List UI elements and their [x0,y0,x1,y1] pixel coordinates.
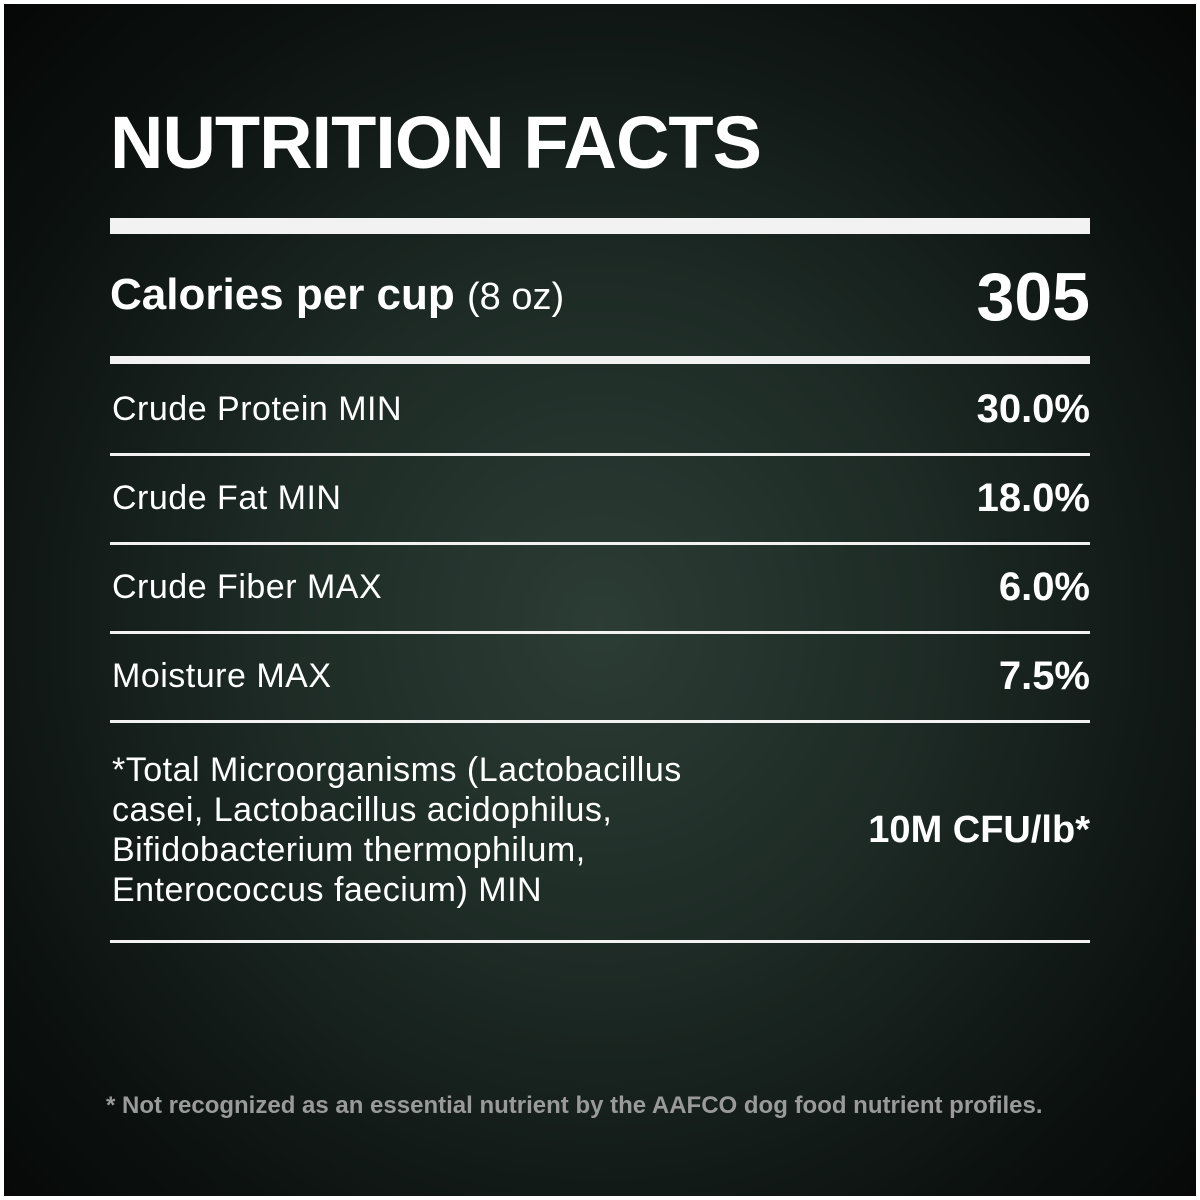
row-rule [110,720,1090,723]
row-label: Moisture MAX [112,656,332,695]
medium-rule [110,356,1090,364]
row-rule [110,453,1090,456]
row-label: *Total Microorganisms (Lactobacillus [112,751,682,789]
row-value: 10M CFU/lb* [868,809,1090,851]
title: NUTRITION FACTS [110,101,762,184]
thick-rule [110,218,1090,234]
calories-unit: (8 oz) [467,276,565,318]
calories-text: Calories per cup [110,270,455,319]
footnote: * Not recognized as an essential nutrien… [106,1092,1043,1119]
calories-value: 305 [976,259,1090,335]
row-value: 6.0% [998,564,1090,609]
row-label: casei, Lactobacillus acidophilus, [112,791,613,829]
row-label: Crude Fiber MAX [112,567,383,606]
row-label: Crude Protein MIN [112,389,403,428]
row-rule [110,940,1090,943]
row-value: 30.0% [976,386,1090,431]
row-value: 18.0% [976,475,1090,520]
nutrition-panel: NUTRITION FACTS Calories per cup (8 oz) … [4,4,1196,1196]
row-label: Enterococcus faecium) MIN [112,871,543,909]
row-label: Bifidobacterium thermophilum, [112,831,586,869]
row-rule [110,542,1090,545]
row-value: 7.5% [998,653,1090,698]
calories-label: Calories per cup (8 oz) [110,270,564,320]
row-label: Crude Fat MIN [112,478,342,517]
row-rule [110,631,1090,634]
